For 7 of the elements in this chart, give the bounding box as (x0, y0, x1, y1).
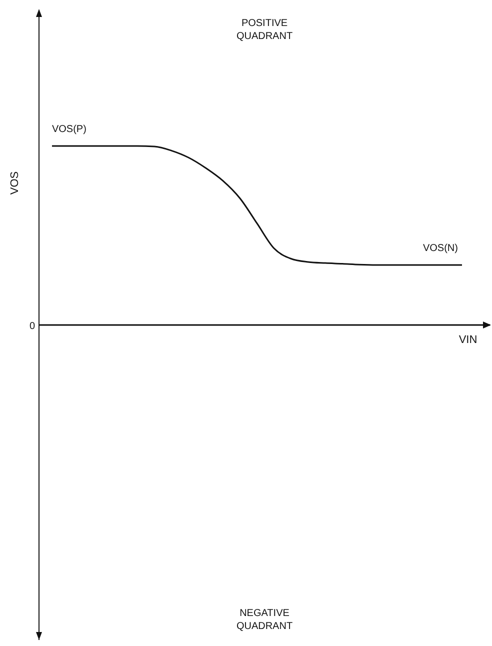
x-axis-title: VIN (458, 334, 478, 346)
annotation: VOS(N) (422, 243, 458, 254)
text: VOS(P) (52, 124, 86, 135)
text: 0 (29, 320, 36, 332)
text: NEGATIVE QUADRANT (236, 608, 293, 632)
text: POSITIVE QUADRANT (236, 18, 293, 42)
y-axis-title: VOS (9, 171, 21, 195)
